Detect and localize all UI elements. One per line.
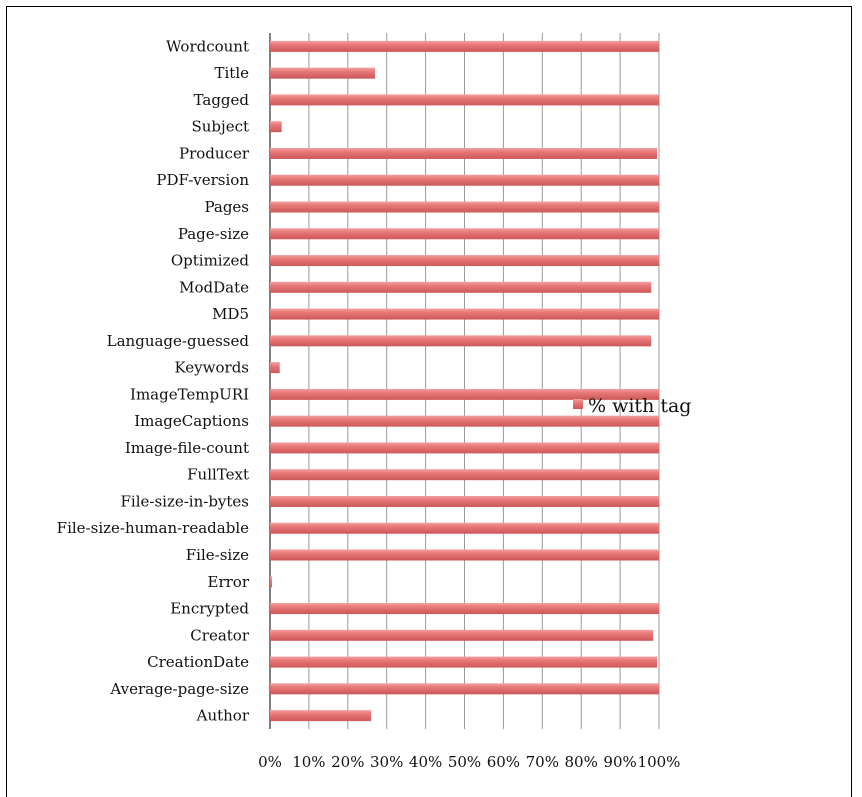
bar — [270, 255, 659, 267]
x-tick-label: 30% — [370, 753, 403, 771]
legend: % with tag — [573, 395, 691, 417]
category-label: ModDate — [179, 278, 249, 296]
category-label: File-size-in-bytes — [121, 492, 250, 510]
category-label: Author — [196, 707, 250, 725]
category-label: Image-file-count — [125, 439, 249, 457]
bar — [270, 388, 659, 400]
category-label: CreationDate — [147, 653, 249, 671]
category-label: File-size-human-readable — [57, 519, 249, 537]
category-label: Average-page-size — [109, 680, 249, 698]
bar — [270, 201, 659, 213]
bar — [270, 281, 652, 293]
bar — [270, 94, 659, 106]
x-tick-label: 40% — [409, 753, 442, 771]
x-tick-label: 60% — [487, 753, 520, 771]
x-tick-label: 70% — [526, 753, 559, 771]
bar — [270, 683, 659, 695]
bar — [270, 174, 659, 186]
bar — [270, 495, 659, 507]
bar — [270, 67, 376, 79]
category-label: MD5 — [212, 305, 249, 323]
bar — [270, 121, 282, 133]
gridlines — [269, 33, 660, 729]
category-label: Title — [214, 64, 249, 82]
category-label: Pages — [204, 198, 249, 216]
category-label: Page-size — [178, 225, 249, 243]
bar — [270, 469, 659, 481]
x-tick-label: 50% — [448, 753, 481, 771]
x-tick-labels: 0% 10% 20% 30% 40% 50% 60% 70% 80% 90% 100% — [258, 753, 680, 771]
category-label: PDF-version — [156, 171, 249, 189]
category-label: Wordcount — [166, 37, 249, 55]
category-label: Optimized — [171, 252, 250, 270]
category-label: Encrypted — [170, 600, 249, 618]
category-label: FullText — [187, 466, 249, 484]
bar — [270, 603, 659, 615]
bar — [270, 362, 280, 374]
x-tick-label: 0% — [258, 753, 282, 771]
legend-label: % with tag — [588, 395, 691, 417]
bar — [270, 522, 659, 534]
bar — [270, 442, 659, 454]
x-tick-label: 10% — [292, 753, 325, 771]
category-label: ImageTempURI — [130, 385, 249, 403]
bar — [270, 40, 659, 52]
category-label: Producer — [179, 144, 250, 162]
bar — [270, 549, 659, 561]
category-label: Tagged — [194, 91, 250, 109]
category-label: File-size — [186, 546, 249, 564]
x-tick-label: 20% — [331, 753, 364, 771]
bars — [270, 40, 659, 722]
bar — [270, 629, 654, 641]
category-label: Keywords — [175, 359, 250, 377]
bar — [270, 576, 272, 588]
legend-swatch — [573, 399, 583, 409]
category-labels: Wordcount Title Tagged Subject Producer PDF-v… — [57, 37, 250, 724]
category-label: Language-guessed — [107, 332, 250, 350]
bar — [270, 308, 659, 320]
bar — [270, 147, 658, 159]
x-tick-label: 80% — [565, 753, 598, 771]
category-label: Creator — [190, 626, 250, 644]
category-label: ImageCaptions — [134, 412, 249, 430]
category-label: Error — [208, 573, 250, 591]
bar — [270, 656, 658, 668]
x-tick-label: 90% — [603, 753, 636, 771]
bar — [270, 228, 659, 240]
category-label: Subject — [192, 118, 250, 136]
bar — [270, 710, 372, 722]
bar — [270, 335, 652, 347]
bar — [270, 415, 659, 427]
x-tick-label: 100% — [638, 753, 681, 771]
chart-frame — [6, 6, 852, 797]
